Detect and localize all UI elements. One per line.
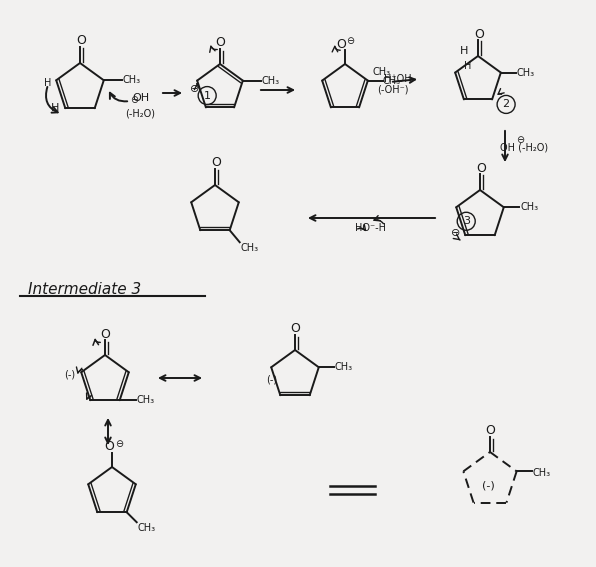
Text: HO⁻-H: HO⁻-H [355,223,386,233]
Text: 1: 1 [204,91,210,100]
Text: H⁺OH: H⁺OH [384,74,412,84]
Text: O: O [290,323,300,336]
Text: ⊖: ⊖ [516,135,524,145]
Text: CH₃: CH₃ [335,362,353,373]
Text: OH: OH [132,93,150,103]
Text: CH₃: CH₃ [138,523,156,533]
Text: ⊖: ⊖ [346,36,354,46]
Text: O: O [476,162,486,175]
Text: CH₃: CH₃ [533,468,551,479]
Text: O: O [474,28,484,40]
Text: CH₃: CH₃ [123,75,141,85]
Text: H: H [460,46,468,56]
Text: CH₃: CH₃ [373,67,391,77]
Text: (-OH⁻): (-OH⁻) [377,85,409,95]
Text: Intermediate 3: Intermediate 3 [28,282,141,298]
Text: (-): (-) [266,374,277,384]
Text: O: O [485,425,495,438]
Text: O: O [215,36,225,49]
Text: OH (-H₂O): OH (-H₂O) [500,143,548,153]
Text: ⊖: ⊖ [451,229,460,238]
Text: CH₃: CH₃ [383,75,401,86]
Text: ⊖: ⊖ [115,439,123,449]
Text: H: H [44,78,51,88]
Text: (-): (-) [482,480,494,490]
Text: O: O [104,439,114,452]
Text: CH₃: CH₃ [517,67,535,78]
Text: O: O [336,37,346,50]
Text: CH₃: CH₃ [241,243,259,253]
Text: H: H [51,103,60,113]
Text: O: O [100,328,110,341]
Text: (-H₂O): (-H₂O) [125,108,155,118]
Text: CH₃: CH₃ [136,395,155,405]
Text: O: O [76,35,86,48]
Text: (-): (-) [64,369,74,379]
Text: CH₃: CH₃ [262,75,280,86]
Text: ⊖: ⊖ [191,83,200,94]
Text: ⊖: ⊖ [130,95,138,105]
Text: O: O [211,156,221,170]
Text: 2: 2 [502,99,510,109]
Text: CH₃: CH₃ [521,202,539,212]
Text: H: H [464,61,471,71]
Text: 3: 3 [462,216,470,226]
